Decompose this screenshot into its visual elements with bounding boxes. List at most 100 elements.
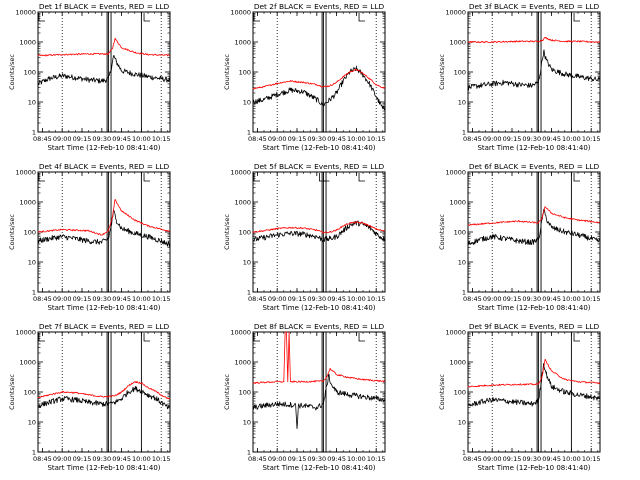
x-tick-label: 09:30 <box>307 295 326 303</box>
y-tick-label: 10000 <box>445 169 466 177</box>
x-axis-label: Start Time (12-Feb-10 08:41:40) <box>47 304 160 312</box>
saa-flag-marker <box>143 333 151 342</box>
saa-flag-marker <box>253 333 260 342</box>
x-axis-label: Start Time (12-Feb-10 08:41:40) <box>262 144 375 152</box>
saa-flag-marker <box>573 173 581 182</box>
lld-series-line <box>252 331 385 384</box>
plot-frame <box>252 11 386 133</box>
x-tick-label: 10:15 <box>367 455 386 463</box>
x-tick-label: 09:15 <box>503 295 522 303</box>
x-tick-label: 08:45 <box>248 295 267 303</box>
events-series-line <box>252 65 386 111</box>
x-tick-label: 09:45 <box>327 135 346 143</box>
x-tick-label: 10:00 <box>132 135 151 143</box>
y-axis-label: Counts/sec <box>8 374 16 410</box>
x-tick-label: 10:00 <box>347 295 366 303</box>
x-tick-label: 09:00 <box>483 295 502 303</box>
y-tick-label: 1 <box>247 449 251 457</box>
x-tick-label: 10:15 <box>367 135 386 143</box>
detector-panel-3: Det 3f BLACK = Events, RED = LLD 1 10 100 10… <box>438 2 601 152</box>
y-tick-label: 1000 <box>449 39 466 47</box>
x-tick-label: 10:15 <box>152 455 171 463</box>
lld-series-line <box>37 37 171 57</box>
x-tick-label: 09:15 <box>288 295 307 303</box>
lld-series-line <box>252 221 386 234</box>
x-tick-label: 08:45 <box>33 295 52 303</box>
lld-series-line <box>467 206 601 227</box>
y-tick-label: 10 <box>243 259 251 267</box>
events-series-line <box>252 220 386 243</box>
y-tick-label: 1 <box>462 449 466 457</box>
y-tick-label: 10 <box>243 419 251 427</box>
saa-flag-marker <box>323 173 330 182</box>
y-axis-label: Counts/sec <box>438 214 446 250</box>
x-tick-label: 09:15 <box>73 455 92 463</box>
panel-title: Det 3f BLACK = Events, RED = LLD <box>469 2 600 11</box>
panel-title: Det 8f BLACK = Events, RED = LLD <box>254 322 385 331</box>
events-series-line <box>252 373 386 430</box>
y-tick-label: 1 <box>247 129 251 137</box>
x-tick-label: 10:15 <box>367 295 386 303</box>
x-tick-label: 10:00 <box>562 455 581 463</box>
detector-panel-1: Det 1f BLACK = Events, RED = LLD 1 10 100 10… <box>8 2 171 152</box>
y-tick-label: 10 <box>28 419 36 427</box>
saa-flag-marker <box>38 333 45 342</box>
x-tick-label: 10:00 <box>347 135 366 143</box>
plot-frame <box>467 11 601 133</box>
x-tick-label: 08:45 <box>463 455 482 463</box>
x-tick-label: 10:00 <box>132 295 151 303</box>
x-tick-label: 09:45 <box>112 455 131 463</box>
plot-frame <box>37 171 171 293</box>
x-tick-label: 09:45 <box>112 295 131 303</box>
x-tick-label: 09:45 <box>112 135 131 143</box>
y-tick-label: 10 <box>458 99 466 107</box>
y-tick-label: 10 <box>28 259 36 267</box>
y-tick-label: 10000 <box>230 9 251 17</box>
x-tick-label: 09:00 <box>268 135 287 143</box>
y-tick-label: 10000 <box>230 169 251 177</box>
y-tick-label: 1000 <box>234 199 251 207</box>
x-tick-label: 08:45 <box>33 135 52 143</box>
x-tick-label: 09:00 <box>53 295 72 303</box>
y-tick-label: 1 <box>32 289 36 297</box>
x-tick-label: 09:30 <box>92 455 111 463</box>
plot-frame <box>252 331 386 453</box>
panel-title: Det 6f BLACK = Events, RED = LLD <box>469 162 600 171</box>
x-axis-label: Start Time (12-Feb-10 08:41:40) <box>47 144 160 152</box>
plot-frame <box>252 171 386 293</box>
x-tick-label: 08:45 <box>463 295 482 303</box>
x-tick-label: 10:15 <box>582 135 601 143</box>
detector-panel-9: Det 9f BLACK = Events, RED = LLD 1 10 100 10… <box>438 322 601 472</box>
detector-panel-4: Det 4f BLACK = Events, RED = LLD 1 10 100 10… <box>8 162 171 312</box>
y-tick-label: 1000 <box>19 359 36 367</box>
y-tick-label: 10000 <box>445 9 466 17</box>
x-tick-label: 08:45 <box>248 455 267 463</box>
saa-flag-marker <box>358 333 366 342</box>
y-tick-label: 10 <box>458 419 466 427</box>
x-tick-label: 09:45 <box>327 455 346 463</box>
x-tick-label: 09:30 <box>522 295 541 303</box>
y-tick-label: 1000 <box>449 359 466 367</box>
y-tick-label: 1 <box>462 129 466 137</box>
y-axis-label: Counts/sec <box>223 214 231 250</box>
y-tick-label: 1 <box>32 449 36 457</box>
y-axis-label: Counts/sec <box>223 374 231 410</box>
lld-series-line <box>37 199 171 236</box>
saa-flag-marker <box>143 173 151 182</box>
x-tick-label: 08:45 <box>33 455 52 463</box>
x-axis-label: Start Time (12-Feb-10 08:41:40) <box>477 304 590 312</box>
x-tick-label: 09:30 <box>522 135 541 143</box>
y-tick-label: 10 <box>28 99 36 107</box>
plot-frame <box>37 331 171 453</box>
saa-flag-marker <box>358 13 366 22</box>
x-tick-label: 10:00 <box>132 455 151 463</box>
x-axis-label: Start Time (12-Feb-10 08:41:40) <box>477 144 590 152</box>
x-tick-label: 10:15 <box>152 135 171 143</box>
x-tick-label: 09:45 <box>327 295 346 303</box>
plot-frame <box>467 171 601 293</box>
x-tick-label: 09:15 <box>73 295 92 303</box>
y-tick-label: 10 <box>458 259 466 267</box>
x-tick-label: 10:00 <box>562 135 581 143</box>
x-tick-label: 09:15 <box>503 455 522 463</box>
saa-flag-marker <box>253 13 260 22</box>
